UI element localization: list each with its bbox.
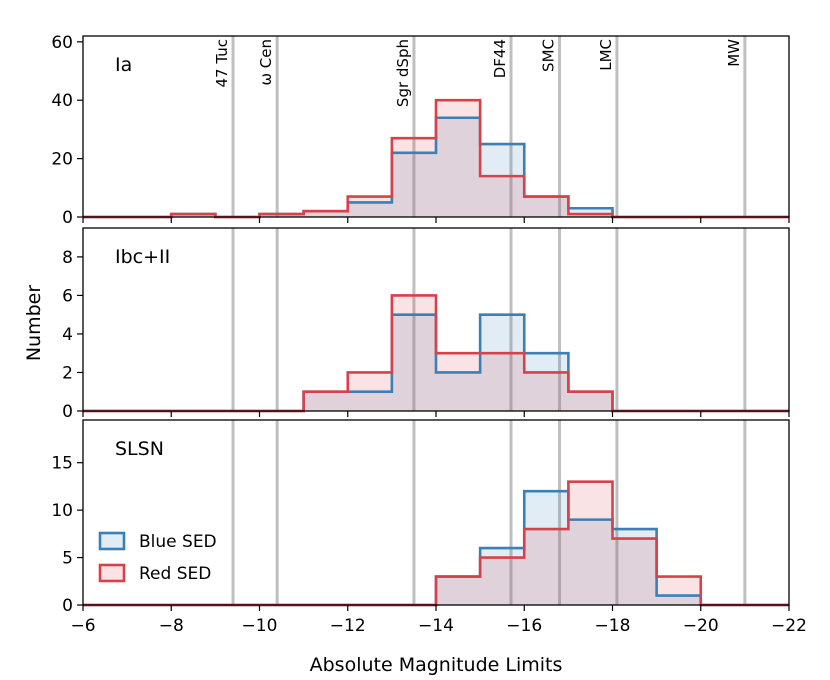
blue-sed-fill	[83, 117, 789, 217]
x-tick-label: −14	[418, 616, 454, 636]
y-tick-label: 10	[51, 501, 73, 521]
y-tick-label: 2	[62, 363, 73, 383]
x-tick-label: −16	[506, 616, 542, 636]
x-tick-label: −6	[70, 616, 95, 636]
x-tick-label: −8	[159, 616, 184, 636]
reference-label: DF44	[491, 39, 509, 78]
reference-label: SMC	[540, 39, 558, 72]
x-tick-label: −22	[771, 616, 807, 636]
legend-label: Red SED	[139, 564, 211, 584]
y-tick-label: 4	[62, 325, 73, 345]
y-tick-label: 5	[62, 549, 73, 569]
red-sed-fill	[83, 100, 789, 217]
panel-slsn: 0 5 10 15 SLSN	[51, 419, 790, 616]
y-tick-label: 60	[51, 33, 73, 53]
reference-label: Sgr dSph	[394, 39, 412, 107]
panel-title: Ia	[115, 54, 132, 76]
red-sed-legend-swatch	[98, 563, 126, 583]
y-tick-label: 40	[51, 91, 73, 111]
panel-ibc-ii: 0 2 4 6 8 Ibc+II	[62, 227, 790, 422]
panel-title: Ibc+II	[115, 246, 170, 268]
blue-sed-legend-swatch	[98, 531, 126, 551]
reference-label: 47 Tuc	[213, 39, 231, 88]
panel-title: SLSN	[115, 438, 164, 460]
y-tick-label: 20	[51, 150, 73, 170]
reference-label: ω Cen	[257, 39, 275, 86]
x-tick-label: −12	[330, 616, 366, 636]
y-tick-label: 0	[62, 596, 73, 616]
y-tick-label: 0	[62, 208, 73, 228]
red-sed-step	[83, 98, 789, 219]
reference-label: MW	[725, 39, 743, 67]
x-tick-label: −18	[595, 616, 631, 636]
y-tick-label: 6	[62, 286, 73, 306]
legend: Blue SED Red SED	[98, 531, 217, 584]
y-tick-label: 0	[62, 402, 73, 422]
x-tick-label: −10	[242, 616, 278, 636]
panel-ia: 0 20 40 60 Ia 47 Tuc ω Cen Sgr dSph DF44 SMC LMC MW	[51, 33, 790, 228]
legend-label: Blue SED	[139, 532, 217, 552]
x-axis: −6 −8 −10 −12 −14 −16 −18 −20 −22	[70, 616, 806, 636]
y-axis-label: Number	[23, 285, 45, 362]
y-tick-label: 15	[51, 454, 73, 474]
x-tick-label: −20	[683, 616, 719, 636]
x-axis-label: Absolute Magnitude Limits	[310, 654, 563, 676]
reference-label: LMC	[597, 39, 615, 71]
y-tick-label: 8	[62, 248, 73, 268]
